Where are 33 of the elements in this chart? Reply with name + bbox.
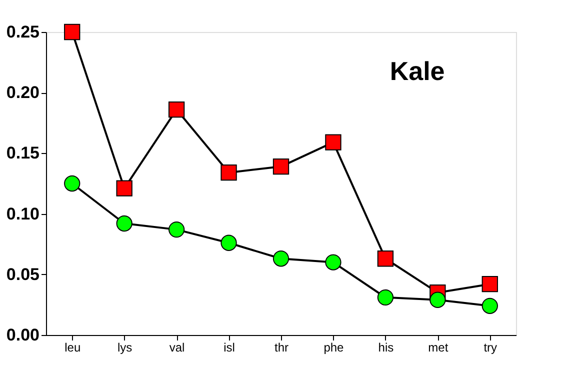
point [272,158,290,175]
point [116,180,132,196]
point [168,221,185,238]
y-tick-label: 0.05 [6,264,40,284]
x-tick-label: phe [324,340,344,354]
point [482,276,498,292]
point [64,24,80,40]
point [430,292,446,308]
x-tick-label: val [169,340,185,354]
point [64,175,80,192]
y-tick-label: 0.20 [6,83,40,102]
point [482,298,498,314]
point [220,234,237,251]
point [377,250,394,267]
x-tick-label: try [484,340,498,354]
x-tick-label: leu [64,340,81,354]
x-tick-label: isl [224,340,235,354]
y-tick-label: 0.15 [6,144,40,163]
y-tick-label: 0.00 [6,326,40,344]
y-tick-label: 0.25 [6,22,40,42]
point [116,215,132,232]
point [168,101,185,118]
x-tick-label: thr [274,340,289,354]
annotation: Kale [390,56,445,86]
x-tick-label: met [428,340,449,354]
x-tick-label: lys [117,340,132,354]
point [220,164,237,181]
x-tick-label: his [378,340,394,354]
y-tick-label: 0.10 [6,204,40,224]
point [272,250,290,267]
point [377,289,394,306]
point [325,254,342,270]
point [325,134,342,150]
